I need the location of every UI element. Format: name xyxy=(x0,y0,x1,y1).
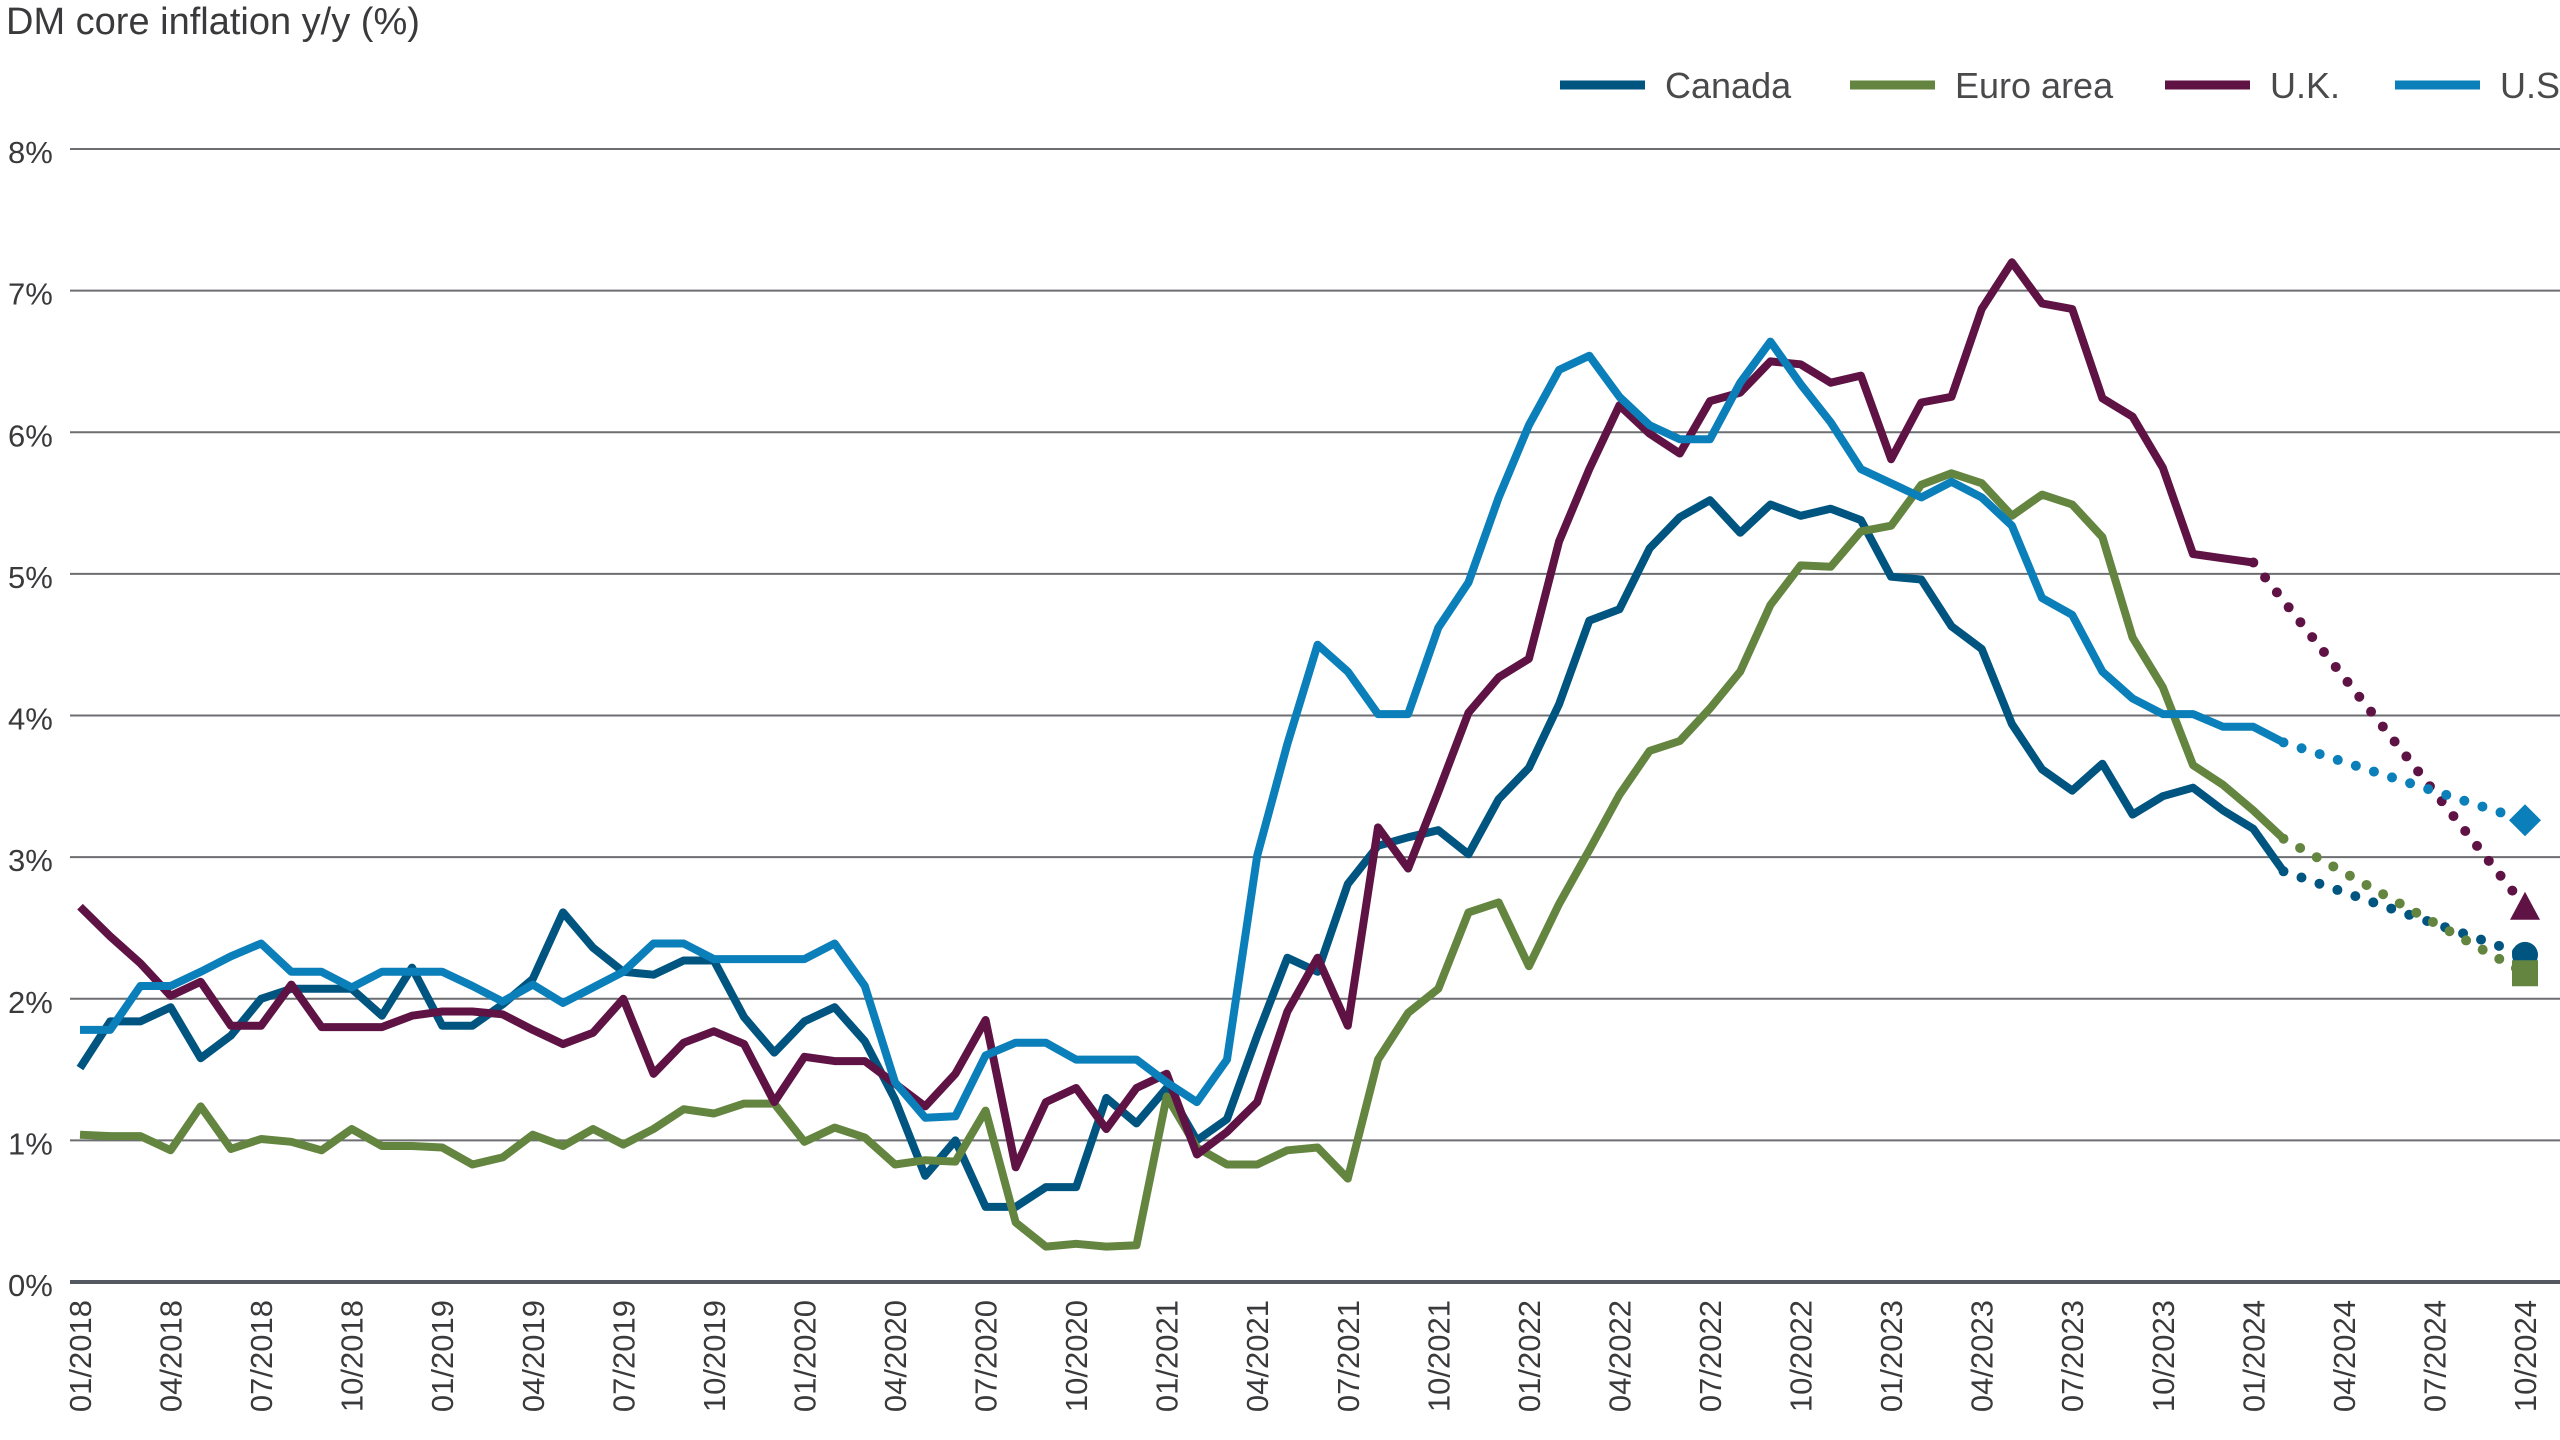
x-tick-label: 10/2023 xyxy=(2146,1300,2181,1412)
series-u-s xyxy=(80,337,2541,1122)
x-tick-label: 04/2024 xyxy=(2327,1300,2362,1412)
x-tick-label: 07/2018 xyxy=(244,1300,279,1412)
forecast-marker-diamond xyxy=(2509,804,2541,837)
forecast-line-u-s xyxy=(2278,737,2530,826)
x-tick-label: 04/2023 xyxy=(1965,1300,2000,1412)
chart-title: DM core inflation y/y (%) xyxy=(6,1,420,43)
x-tick-label: 10/2021 xyxy=(1421,1300,1456,1412)
x-tick-label: 10/2022 xyxy=(1784,1300,1819,1412)
y-tick-label: 2% xyxy=(8,985,53,1020)
x-tick-label: 10/2020 xyxy=(1059,1300,1094,1412)
legend-item-euro-area: Euro area xyxy=(1850,65,2114,106)
gridlines xyxy=(70,148,2560,1284)
x-tick-label: 01/2021 xyxy=(1150,1300,1185,1412)
forecast-marker-triangle xyxy=(2510,891,2540,920)
x-axis-ticks: 01/2018 04/2018 07/2018 10/2018 01/2019 04/20… xyxy=(63,1300,2543,1412)
line-euro-area xyxy=(79,469,2287,1251)
x-tick-label: 10/2018 xyxy=(335,1300,370,1412)
x-tick-label: 01/2023 xyxy=(1874,1300,1909,1412)
x-tick-label: 04/2019 xyxy=(516,1300,551,1412)
legend-item-u-k: U.K. xyxy=(2165,65,2340,106)
x-tick-label: 01/2018 xyxy=(63,1300,98,1412)
forecast-line-canada xyxy=(2278,866,2530,960)
x-tick-label: 01/2024 xyxy=(2236,1300,2271,1412)
x-tick-label: 07/2021 xyxy=(1331,1300,1366,1412)
x-tick-label: 07/2019 xyxy=(606,1300,641,1412)
x-tick-label: 04/2021 xyxy=(1240,1300,1275,1412)
y-tick-label: 0% xyxy=(8,1268,53,1303)
y-tick-label: 4% xyxy=(8,702,53,737)
x-tick-label: 10/2019 xyxy=(697,1300,732,1412)
x-tick-label: 07/2022 xyxy=(1693,1300,1728,1412)
legend-label: Euro area xyxy=(1955,65,2114,106)
y-tick-label: 6% xyxy=(8,418,53,453)
series-u-k xyxy=(77,258,2540,1172)
y-tick-label: 3% xyxy=(8,843,53,878)
x-tick-label: 04/2022 xyxy=(1602,1300,1637,1412)
legend-label: U.K. xyxy=(2270,65,2340,106)
x-tick-label: 01/2022 xyxy=(1512,1300,1547,1412)
x-tick-label: 07/2020 xyxy=(969,1300,1004,1412)
x-tick-label: 01/2020 xyxy=(787,1300,822,1412)
y-tick-label: 1% xyxy=(8,1126,53,1161)
line-u-k xyxy=(77,258,2254,1172)
x-tick-label: 04/2018 xyxy=(154,1300,189,1412)
x-tick-label: 07/2023 xyxy=(2055,1300,2090,1412)
forecast-line-u-k xyxy=(2248,557,2530,912)
series-lines xyxy=(76,258,2541,1251)
series-euro-area xyxy=(79,469,2538,1251)
forecast-marker-square xyxy=(2512,960,2538,987)
y-tick-label: 5% xyxy=(8,560,53,595)
legend-item-canada: Canada xyxy=(1560,65,1792,106)
y-tick-label: 8% xyxy=(8,135,53,170)
x-tick-label: 04/2020 xyxy=(878,1300,913,1412)
line-canada xyxy=(76,496,2287,1211)
legend: Canada Euro area U.K. U.S. xyxy=(1560,65,2560,106)
y-tick-label: 7% xyxy=(8,277,53,312)
line-u-s xyxy=(80,337,2286,1122)
legend-item-u-s: U.S. xyxy=(2395,65,2560,106)
series-canada xyxy=(76,496,2538,1211)
x-tick-label: 01/2019 xyxy=(425,1300,460,1412)
legend-label: Canada xyxy=(1665,65,1792,106)
legend-label: U.S. xyxy=(2500,65,2560,106)
y-axis-ticks: 0% 1% 2% 3% 4% 5% 6% 7% 8% xyxy=(8,135,53,1303)
x-tick-label: 07/2024 xyxy=(2417,1300,2452,1412)
x-tick-label: 10/2024 xyxy=(2508,1300,2543,1412)
forecast-line-euro-area xyxy=(2278,833,2530,979)
